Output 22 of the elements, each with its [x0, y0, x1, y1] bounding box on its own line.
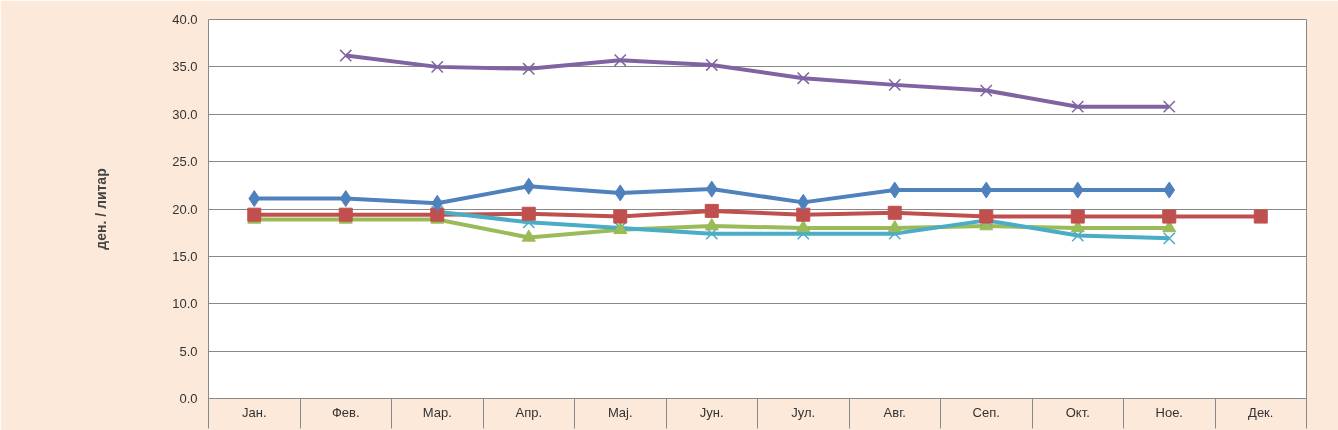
x-tick-label: Дек.	[1248, 404, 1274, 420]
y-tick-label: 35.0	[172, 59, 198, 75]
x-tick-label: Ное.	[1155, 404, 1183, 420]
y-tick-label: 40.0	[172, 12, 198, 27]
x-tick-label: Мар.	[422, 404, 452, 420]
x-tick-label: Апр.	[515, 404, 543, 420]
y-tick-label: 15.0	[172, 248, 198, 264]
y-tick-label: 10.0	[172, 296, 198, 312]
x-tick-label: Мај.	[607, 404, 633, 420]
x-tick-label: Окт.	[1065, 404, 1090, 420]
y-tick-label: 25.0	[172, 154, 198, 170]
x-tick-label: Јан.	[241, 404, 267, 420]
y-axis-title: ден. / литар	[93, 168, 110, 250]
y-tick-label: 0.0	[179, 391, 198, 406]
x-tick-label: Јул.	[791, 404, 816, 420]
y-tick-label: 5.0	[179, 343, 198, 359]
y-tick-label: 30.0	[172, 106, 198, 122]
x-tick-label: Сеп.	[972, 404, 1000, 420]
x-tick-label: Авг.	[883, 404, 906, 420]
y-tick-label: 20.0	[172, 201, 198, 217]
x-tick-label: Јун.	[699, 404, 724, 420]
x-tick-label: Фев.	[331, 404, 360, 420]
